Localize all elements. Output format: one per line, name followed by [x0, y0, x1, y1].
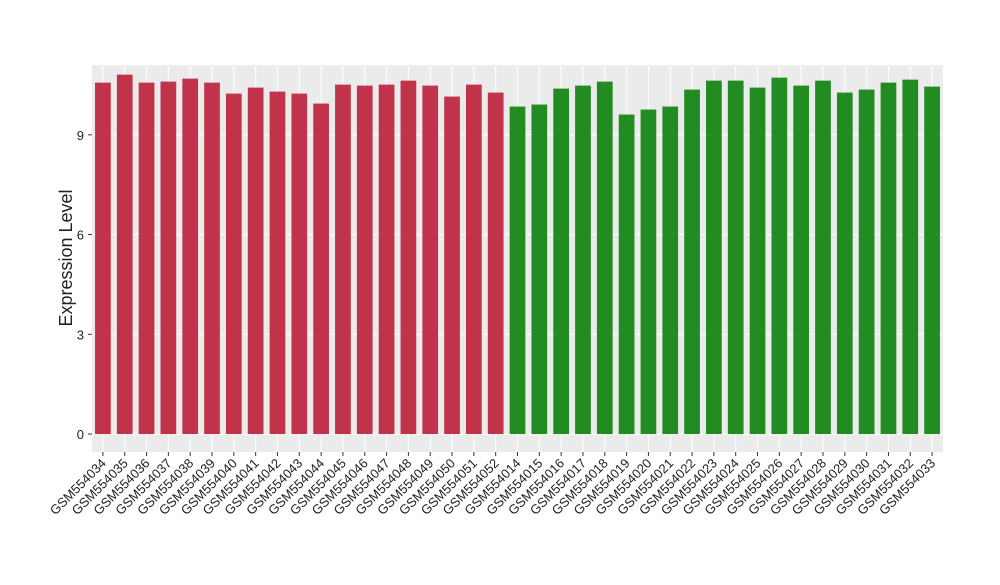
bar: [182, 78, 199, 435]
bar: [902, 79, 919, 435]
bar: [924, 86, 940, 435]
bar: [444, 96, 460, 435]
y-tick-label: 6: [77, 228, 84, 243]
bar: [880, 82, 897, 435]
bar: [225, 93, 242, 435]
y-tick-label: 3: [77, 327, 84, 342]
bar: [815, 80, 831, 435]
bar: [291, 93, 308, 435]
bar: [684, 89, 700, 435]
bar: [793, 85, 810, 435]
bar: [640, 109, 657, 435]
y-axis-label: Expression Level: [56, 189, 76, 326]
bar: [771, 77, 788, 435]
bar: [95, 82, 111, 435]
bar: [596, 81, 613, 435]
bar: [706, 80, 722, 435]
bar: [356, 85, 373, 435]
bar: [727, 80, 744, 435]
bar: [858, 89, 875, 435]
bar: [618, 114, 635, 435]
bar: [575, 85, 591, 435]
bar: [269, 91, 286, 435]
bar: [138, 82, 155, 435]
y-tick-label: 9: [77, 128, 84, 143]
bar: [335, 84, 351, 435]
bar: [160, 81, 177, 435]
bar: [422, 85, 439, 435]
bar: [378, 84, 395, 435]
bar: [553, 88, 569, 435]
bar: [204, 82, 220, 435]
bar: [509, 106, 526, 435]
y-tick-label: 0: [77, 427, 84, 442]
bar: [749, 87, 766, 435]
bar: [662, 106, 679, 435]
bar: [836, 92, 853, 435]
bar: [116, 74, 133, 435]
bar: [247, 87, 264, 435]
bar: [466, 84, 482, 435]
bar: [487, 92, 504, 435]
bar: [531, 104, 548, 435]
bar: [313, 103, 329, 435]
bar: [400, 80, 417, 435]
